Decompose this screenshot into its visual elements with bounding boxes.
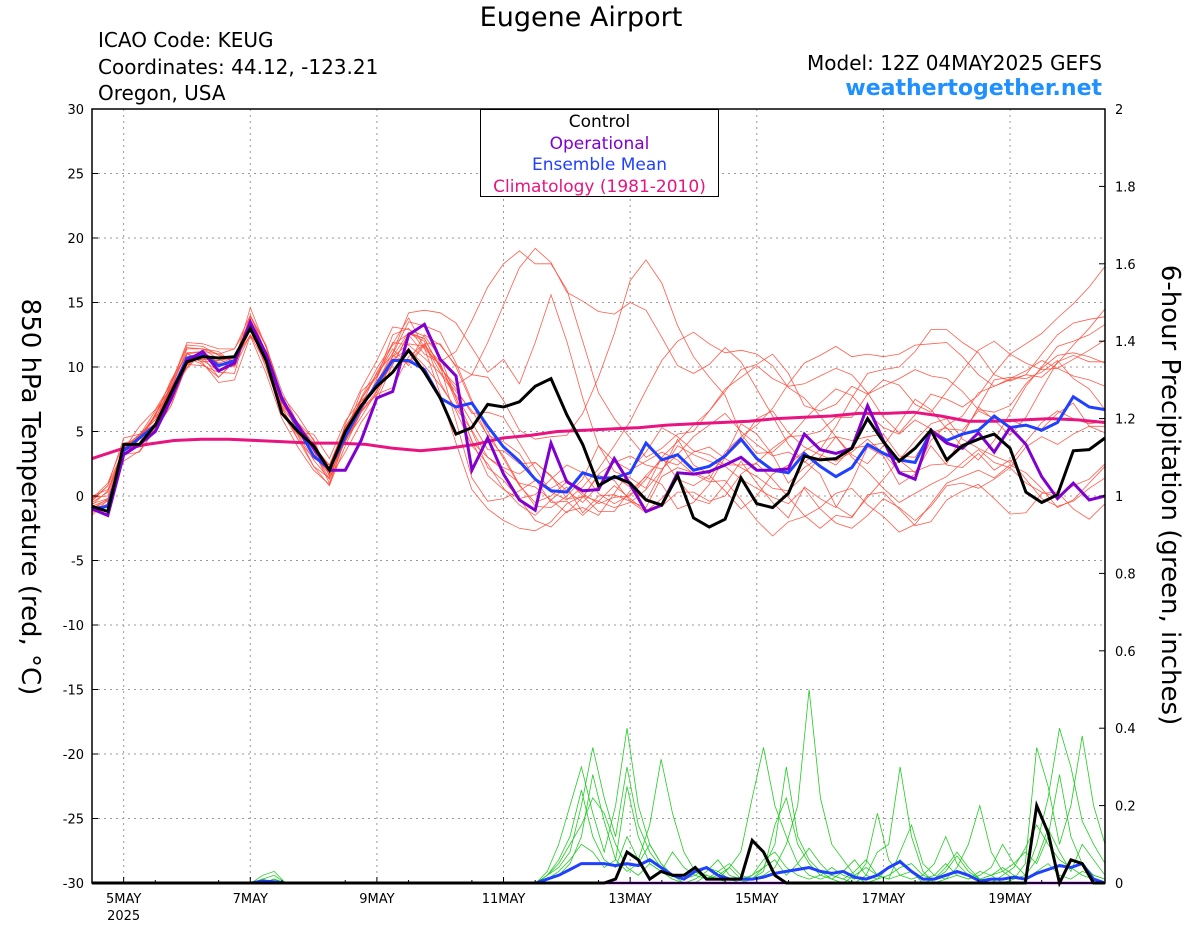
operational-line — [91, 318, 1106, 518]
y2-tick-label: 0.6 — [1115, 645, 1136, 660]
y2-tick-label: 0 — [1115, 877, 1123, 892]
temp-member-line — [91, 327, 1106, 537]
y-tick-label: 15 — [67, 297, 84, 312]
precip-member-line — [92, 786, 1106, 884]
y-tick-label: 25 — [67, 168, 84, 183]
y-tick-label: -30 — [63, 877, 84, 892]
temperature-ensemble-members — [91, 247, 1106, 537]
y-tick-label: -15 — [63, 684, 84, 699]
y-axis-label-right: 6-hour Precipitation (green, inches) — [1155, 264, 1185, 726]
temp-member-line — [91, 259, 1106, 511]
x-tick-label: 5MAY — [106, 892, 141, 907]
y2-tick-label: 1.8 — [1115, 180, 1136, 195]
region: Oregon, USA — [98, 81, 226, 105]
legend-climatology: Climatology (1981-2010) — [493, 176, 706, 197]
y2-tick-label: 1.2 — [1115, 413, 1136, 428]
temp-member-line — [91, 317, 1106, 532]
x-tick-label: 13MAY — [608, 892, 652, 907]
precip-ensemble-members — [92, 689, 1106, 884]
legend: Control Operational Ensemble Mean Climat… — [480, 109, 719, 197]
legend-control: Control — [568, 112, 631, 132]
x-tick-label: 7MAY — [233, 892, 268, 907]
temp-member-line — [92, 333, 1106, 529]
control-line — [91, 325, 1106, 529]
site-link[interactable]: weathertogether.net — [845, 76, 1102, 101]
precip-ensemble-mean-line — [92, 858, 1106, 885]
y2-tick-label: 2 — [1115, 103, 1123, 118]
grid — [92, 109, 1105, 883]
ensemble-mean-line — [91, 320, 1106, 511]
chart-title: Eugene Airport — [479, 2, 683, 33]
y-tick-label: 5 — [76, 426, 84, 441]
climatology-line — [91, 410, 1106, 461]
x-tick-label: 11MAY — [482, 892, 526, 907]
y-tick-label: -25 — [63, 813, 84, 828]
x-tick-label: 15MAY — [735, 892, 779, 907]
icao-code: ICAO Code: KEUG — [98, 28, 274, 52]
y2-tick-label: 1.4 — [1115, 335, 1136, 350]
x-tick-sublabel: 2025 — [107, 909, 140, 924]
y-tick-label: -10 — [63, 619, 84, 634]
y-tick-label: 10 — [67, 361, 84, 376]
precip-member-line — [92, 759, 1106, 884]
y2-tick-label: 0.4 — [1115, 722, 1136, 737]
model-run: Model: 12Z 04MAY2025 GEFS — [807, 51, 1102, 75]
y2-tick-label: 0.8 — [1115, 567, 1136, 582]
temp-member-line — [91, 266, 1106, 505]
x-tick-label: 9MAY — [359, 892, 394, 907]
y-tick-label: 20 — [67, 232, 84, 247]
y2-tick-label: 1 — [1115, 490, 1123, 505]
legend-ensemble-mean: Ensemble Mean — [531, 155, 668, 175]
y-axis-label-left: 850 hPa Temperature (red, °C) — [15, 298, 45, 696]
y-tick-label: 0 — [76, 490, 84, 505]
y2-tick-label: 1.6 — [1115, 258, 1136, 273]
coordinates: Coordinates: 44.12, -123.21 — [98, 55, 379, 79]
y-tick-label: -5 — [71, 555, 84, 570]
legend-operational: Operational — [549, 133, 650, 154]
x-tick-label: 19MAY — [988, 892, 1032, 907]
y2-tick-label: 0.2 — [1115, 800, 1136, 815]
y-tick-label: 30 — [67, 103, 84, 118]
temp-member-line — [91, 250, 1106, 502]
y-tick-label: -20 — [63, 748, 84, 763]
x-tick-label: 17MAY — [862, 892, 906, 907]
